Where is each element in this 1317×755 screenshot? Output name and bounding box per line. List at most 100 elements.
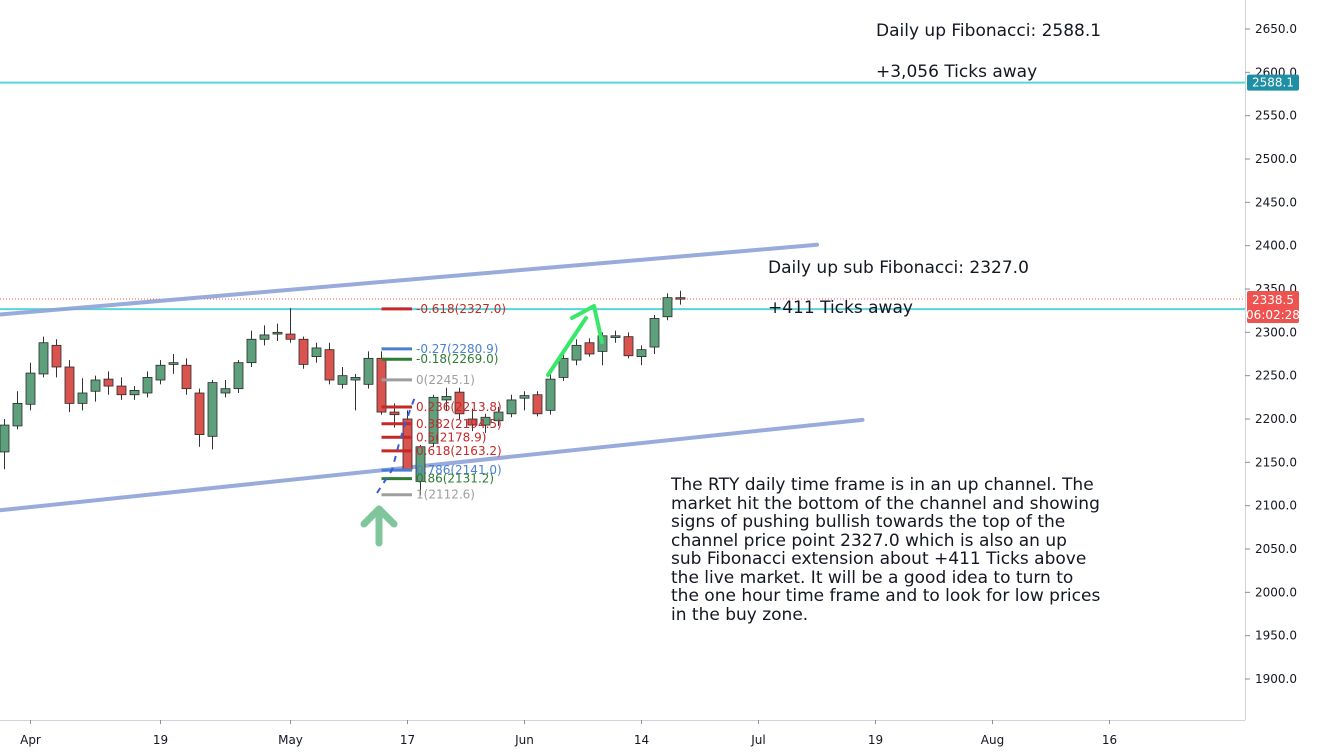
candle: [623, 332, 634, 359]
candle-body: [519, 395, 530, 399]
y-tick-label: 2400.0: [1255, 239, 1297, 253]
candle-body: [168, 362, 179, 365]
candle-body: [155, 364, 166, 381]
y-tick-label: 2200.0: [1255, 412, 1297, 426]
y-tick-label: 2150.0: [1255, 455, 1297, 469]
candle: [402, 410, 413, 471]
note-line: channel price point 2327.0 which is also…: [671, 530, 1067, 551]
fib-level-label: 0.618(2163.2): [416, 444, 502, 458]
up-arrow-icon: [360, 505, 398, 547]
x-tick-label: Aug: [981, 733, 1004, 747]
y-tick-label: 2650.0: [1255, 22, 1297, 36]
candle: [298, 336, 309, 369]
candle-body: [675, 297, 686, 300]
candle: [311, 342, 322, 363]
candle: [506, 394, 517, 418]
y-tick-label: 2300.0: [1255, 325, 1297, 339]
note-line: The RTY daily time frame is in an up cha…: [671, 475, 1094, 495]
candle: [415, 445, 426, 496]
candle-body: [506, 399, 517, 415]
candle: [532, 391, 543, 417]
fib-level-label: -0.27(2280.9): [416, 342, 498, 356]
x-tick-label: May: [278, 733, 303, 747]
candle-body: [142, 376, 153, 394]
candle: [337, 367, 348, 389]
x-tick-label: 17: [400, 733, 415, 747]
y-tick-label: 2000.0: [1255, 585, 1297, 599]
y-tick-label: 2250.0: [1255, 369, 1297, 383]
candle: [558, 354, 569, 381]
channel-layer: [0, 242, 865, 513]
candle-body: [428, 396, 439, 444]
candle-body: [623, 336, 634, 357]
candle: [571, 339, 582, 366]
channel-line: [0, 242, 819, 317]
note-line: the one hour time frame and to look for …: [671, 586, 1101, 606]
note-line: sub Fibonacci extension about +411 Ticks…: [671, 549, 1087, 569]
candle-body: [38, 342, 49, 375]
fib-level-label: 1(2112.6): [416, 488, 475, 502]
note-line: the live market. It will be a good idea …: [671, 567, 1074, 588]
fib-level-label: 0.382(2194.5): [416, 417, 502, 431]
candle-body: [272, 331, 283, 335]
last-price-tag: [1247, 290, 1299, 323]
candle: [233, 360, 244, 393]
x-tick-label: 16: [1102, 733, 1117, 747]
x-tick-label: Jul: [750, 733, 765, 747]
candle-body: [350, 376, 361, 381]
candle: [142, 371, 153, 398]
horizontal-lines-layer: [0, 81, 1245, 311]
candle: [90, 375, 101, 402]
price-tag: [1247, 74, 1299, 91]
x-tick-label: Jun: [514, 733, 534, 747]
candle: [454, 387, 465, 419]
candle: [636, 345, 647, 366]
y-tick-label: 2500.0: [1255, 152, 1297, 166]
candle-body: [103, 378, 114, 387]
candle: [194, 388, 205, 447]
candle: [25, 362, 36, 411]
y-tick-label: 1900.0: [1255, 672, 1297, 686]
candle-body: [259, 334, 270, 340]
candle: [259, 325, 270, 346]
candle: [350, 373, 361, 411]
candle: [285, 308, 296, 343]
sub-fib-title: Daily up sub Fibonacci: 2327.0: [768, 258, 1029, 278]
fib-level-label: 0.236(2213.8): [416, 400, 502, 414]
candle: [220, 380, 231, 398]
candle-body: [181, 364, 192, 390]
candle: [272, 323, 283, 341]
candle-body: [324, 349, 335, 381]
x-tick-label: 19: [868, 733, 883, 747]
candle: [675, 290, 686, 305]
drawings-layer: [360, 304, 604, 547]
candle-body: [441, 396, 452, 401]
candle: [610, 330, 621, 343]
note-line: in the buy zone.: [671, 604, 809, 625]
candle: [584, 338, 595, 357]
candle-body: [415, 446, 426, 482]
candle-body: [246, 338, 257, 364]
candle-body: [337, 375, 348, 385]
fib-level-label: 0.5(2178.9): [416, 430, 486, 444]
price-axis-panel: [1245, 0, 1317, 755]
candle-body: [90, 379, 101, 392]
fib-level-label: 0(2245.1): [416, 373, 475, 387]
bullish-arrow-icon: [546, 304, 604, 377]
candle: [207, 380, 218, 450]
candle: [480, 413, 491, 433]
candle: [77, 378, 88, 411]
candle-body: [311, 347, 322, 357]
daily-fib-title: Daily up Fibonacci: 2588.1: [876, 21, 1102, 41]
y-tick-label: 2050.0: [1255, 542, 1297, 556]
candle-body: [298, 338, 309, 365]
note-line: market hit the bottom of the channel and…: [671, 493, 1100, 514]
candle-body: [662, 297, 673, 318]
candle: [116, 377, 127, 400]
last-price-label: 2338.5: [1252, 293, 1294, 307]
candle: [649, 315, 660, 354]
candles-layer: [0, 290, 686, 496]
countdown-label: 06:02:28: [1246, 308, 1300, 322]
fib-level-label: 0.86(2131.2): [416, 472, 494, 486]
